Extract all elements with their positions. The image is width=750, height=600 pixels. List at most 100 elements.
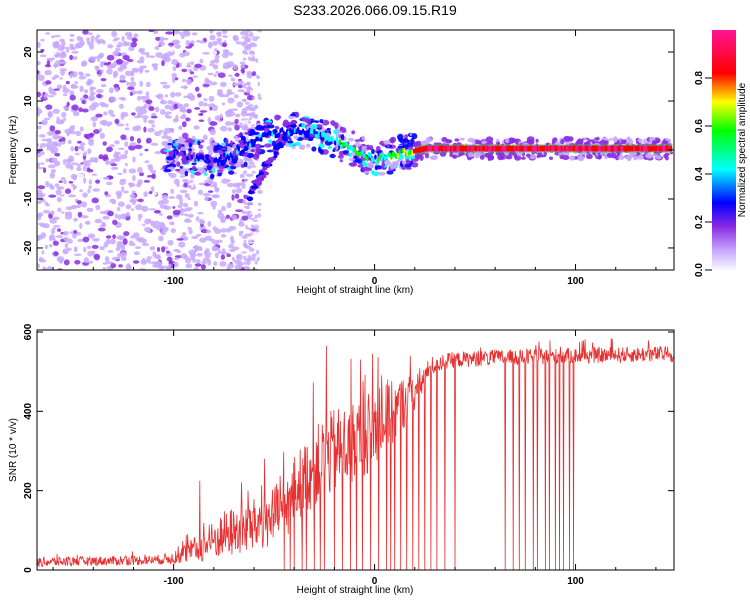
spectrogram-noise-cell xyxy=(178,241,186,248)
spectrogram-noise-cell xyxy=(97,58,100,62)
spectrogram-noise-cell xyxy=(197,211,204,215)
spectrogram-noise-cell xyxy=(191,181,195,188)
spectrogram-noise-cell xyxy=(37,108,43,115)
spectrogram-noise-cell xyxy=(166,266,171,270)
colorbar-tick-label: 0.2 xyxy=(694,215,705,229)
spectrogram-noise-cell xyxy=(250,165,257,168)
spectrogram-ridge-core xyxy=(313,129,316,135)
spectrogram-noise-cell xyxy=(181,68,188,73)
spectrogram-noise-cell xyxy=(78,107,83,113)
spectrogram-ridge-core xyxy=(227,155,231,161)
spectrogram-ridge-cell xyxy=(228,170,235,175)
spectrogram-ridge-core xyxy=(374,154,377,160)
spectrogram-noise-cell xyxy=(121,35,125,42)
spectrogram-noise-cell xyxy=(56,256,65,263)
spectrogram-noise-cell xyxy=(92,121,97,128)
spectrogram-noise-cell xyxy=(99,132,105,139)
spectrogram-noise-cell xyxy=(220,254,226,260)
spectrogram-noise-cell xyxy=(166,250,170,254)
spectrogram-noise-cell xyxy=(153,30,159,35)
spectrogram-noise-cell xyxy=(37,70,40,75)
spectrogram-ridge-cell xyxy=(335,144,339,151)
spectrogram-noise-cell xyxy=(220,125,228,132)
spectrogram-noise-cell xyxy=(151,124,156,128)
spectrogram-noise-cell xyxy=(255,249,260,255)
spectrogram-ridge-core xyxy=(576,145,580,152)
spectrogram-noise-cell xyxy=(195,259,201,264)
spectrogram-noise-cell xyxy=(233,64,238,71)
spectrogram-ridge-cell xyxy=(366,146,372,150)
spectrogram-noise-cell xyxy=(247,213,253,217)
spectrogram-noise-cell xyxy=(189,94,196,101)
spectrogram-noise-cell xyxy=(139,80,144,87)
spectrogram-noise-cell xyxy=(180,253,188,259)
spectrogram-noise-cell xyxy=(185,40,190,46)
spectrogram-ridge-core xyxy=(399,152,403,158)
spectrogram-noise-cell xyxy=(38,134,46,138)
spectrogram-ridge-cell xyxy=(225,138,229,145)
spectrogram-ridge-cell xyxy=(319,136,325,141)
spectrogram-noise-cell xyxy=(202,52,210,55)
spectrogram-noise-cell xyxy=(241,36,249,39)
spectrogram-noise-cell xyxy=(39,54,47,58)
spectrogram-ridge-core xyxy=(398,149,401,155)
spectrogram-noise-cell xyxy=(73,185,77,189)
spectrogram-noise-cell xyxy=(181,232,187,236)
spectrogram-noise-cell xyxy=(79,142,86,147)
spectrogram-noise-cell xyxy=(69,72,73,79)
spectrogram-noise-cell xyxy=(74,253,82,257)
spectrogram-noise-cell xyxy=(165,31,174,35)
spectrogram-noise-cell xyxy=(212,40,218,46)
colorbar-ticks: 0.0 0.2 0.4 0.6 0.8 xyxy=(694,71,712,277)
spectrogram-noise-cell xyxy=(170,188,175,194)
spectrogram-noise-cell xyxy=(173,248,180,252)
spectrogram-ridge-cell xyxy=(197,140,201,146)
spectrogram-noise-cell xyxy=(116,235,124,240)
spectrogram-noise-cell xyxy=(126,263,131,269)
spectrogram-ridge-cell xyxy=(383,140,391,145)
spectrogram-noise-cell xyxy=(106,68,113,75)
spectrogram-noise-cell xyxy=(114,87,119,93)
spectrogram-noise-cell xyxy=(50,210,55,216)
spectrogram-noise-cell xyxy=(56,116,60,122)
spectrogram-noise-cell xyxy=(186,78,192,86)
spectrogram-noise-cell xyxy=(236,101,244,108)
spectrogram-ridge-cell xyxy=(193,172,200,176)
spectrogram-noise-cell xyxy=(232,246,240,251)
spectrogram-noise-cell xyxy=(239,61,246,65)
spectrogram-noise-cell xyxy=(245,39,251,42)
spectrogram-noise-cell xyxy=(192,75,199,78)
spectrogram-ridge-cell xyxy=(575,140,584,146)
spectrogram-ridge-cell xyxy=(243,161,248,168)
spectrogram-noise-cell xyxy=(38,257,44,262)
spectrogram-ridge-cell xyxy=(244,132,250,135)
spectrogram-noise-cell xyxy=(234,118,239,125)
spectrogram-noise-cell xyxy=(127,59,134,62)
spectrogram-ridge-cell xyxy=(191,162,197,166)
spectrogram-noise-cell xyxy=(197,93,202,98)
spectrogram-ridge-core xyxy=(427,145,430,152)
spectrogram-ridge-cell xyxy=(249,129,256,136)
spectrogram-ridge-cell xyxy=(354,139,362,142)
spectrogram-noise-cell xyxy=(239,218,243,224)
spectrogram-ridge-cell xyxy=(651,140,656,146)
spectrogram-ridge-cell xyxy=(365,168,373,171)
spectrogram-noise-cell xyxy=(102,216,110,220)
spectrogram-noise-cell xyxy=(173,178,180,185)
spectrogram-noise-cell xyxy=(257,257,260,261)
spectrogram-noise-cell xyxy=(141,115,149,120)
spectrogram-noise-cell xyxy=(183,95,189,99)
spectrogram-ridge-core xyxy=(237,146,240,152)
spectrogram-ridge-cell xyxy=(261,163,269,167)
spectrogram-noise-cell xyxy=(232,82,240,87)
spectrogram-noise-cell xyxy=(214,187,219,192)
spectrogram-noise-cell xyxy=(85,81,92,86)
spectrogram-noise-cell xyxy=(70,83,77,89)
spectrogram-noise-cell xyxy=(91,197,99,204)
spectrogram-noise-cell xyxy=(40,48,45,52)
spectrogram-noise-cell xyxy=(51,35,56,39)
spectrogram-ridge-cell xyxy=(355,141,360,148)
spectrogram-noise-cell xyxy=(79,72,84,77)
spectrogram-noise-cell xyxy=(72,232,77,239)
spectrogram-ridge-cell xyxy=(529,154,537,160)
